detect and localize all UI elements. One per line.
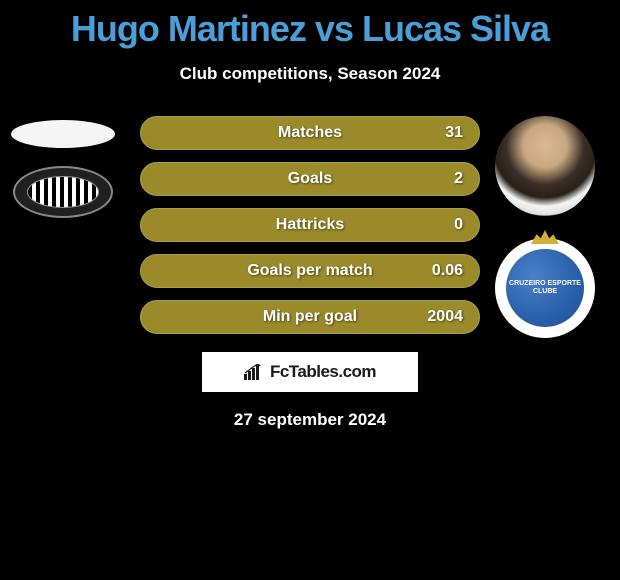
player2-avatar xyxy=(495,116,595,216)
date-label: 27 september 2024 xyxy=(0,410,620,430)
stat-label: Goals xyxy=(288,170,332,188)
stat-right-value: 2004 xyxy=(423,308,463,326)
stat-label: Hattricks xyxy=(276,216,344,234)
crown-icon xyxy=(531,230,559,244)
club2-badge-inner: CRUZEIRO ESPORTE CLUBE xyxy=(506,249,584,327)
brand-text: FcTables.com xyxy=(270,362,376,382)
stat-row: Hattricks 0 xyxy=(140,208,480,242)
bar-chart-icon xyxy=(244,364,264,380)
stat-row: Min per goal 2004 xyxy=(140,300,480,334)
stat-right-value: 0 xyxy=(423,216,463,234)
stat-right-value: 31 xyxy=(423,124,463,142)
stat-label: Goals per match xyxy=(247,262,372,280)
stat-label: Matches xyxy=(278,124,342,142)
player1-column xyxy=(8,116,118,218)
stat-label: Min per goal xyxy=(263,308,357,326)
player1-avatar-placeholder xyxy=(11,120,115,148)
stats-list: Matches 31 Goals 2 Hattricks 0 Goals per… xyxy=(140,116,480,334)
stat-row: Matches 31 xyxy=(140,116,480,150)
page-title: Hugo Martinez vs Lucas Silva xyxy=(0,0,620,50)
club2-badge-text: CRUZEIRO ESPORTE CLUBE xyxy=(506,280,584,295)
subtitle: Club competitions, Season 2024 xyxy=(0,64,620,84)
stat-row: Goals 2 xyxy=(140,162,480,196)
player2-club-logo: CRUZEIRO ESPORTE CLUBE xyxy=(495,238,595,338)
comparison-content: CRUZEIRO ESPORTE CLUBE Matches 31 Goals … xyxy=(0,116,620,430)
stat-right-value: 0.06 xyxy=(423,262,463,280)
brand-watermark: FcTables.com xyxy=(202,352,418,392)
stat-right-value: 2 xyxy=(423,170,463,188)
stat-row: Goals per match 0.06 xyxy=(140,254,480,288)
player2-column: CRUZEIRO ESPORTE CLUBE xyxy=(490,116,600,338)
player1-club-logo xyxy=(13,166,113,218)
